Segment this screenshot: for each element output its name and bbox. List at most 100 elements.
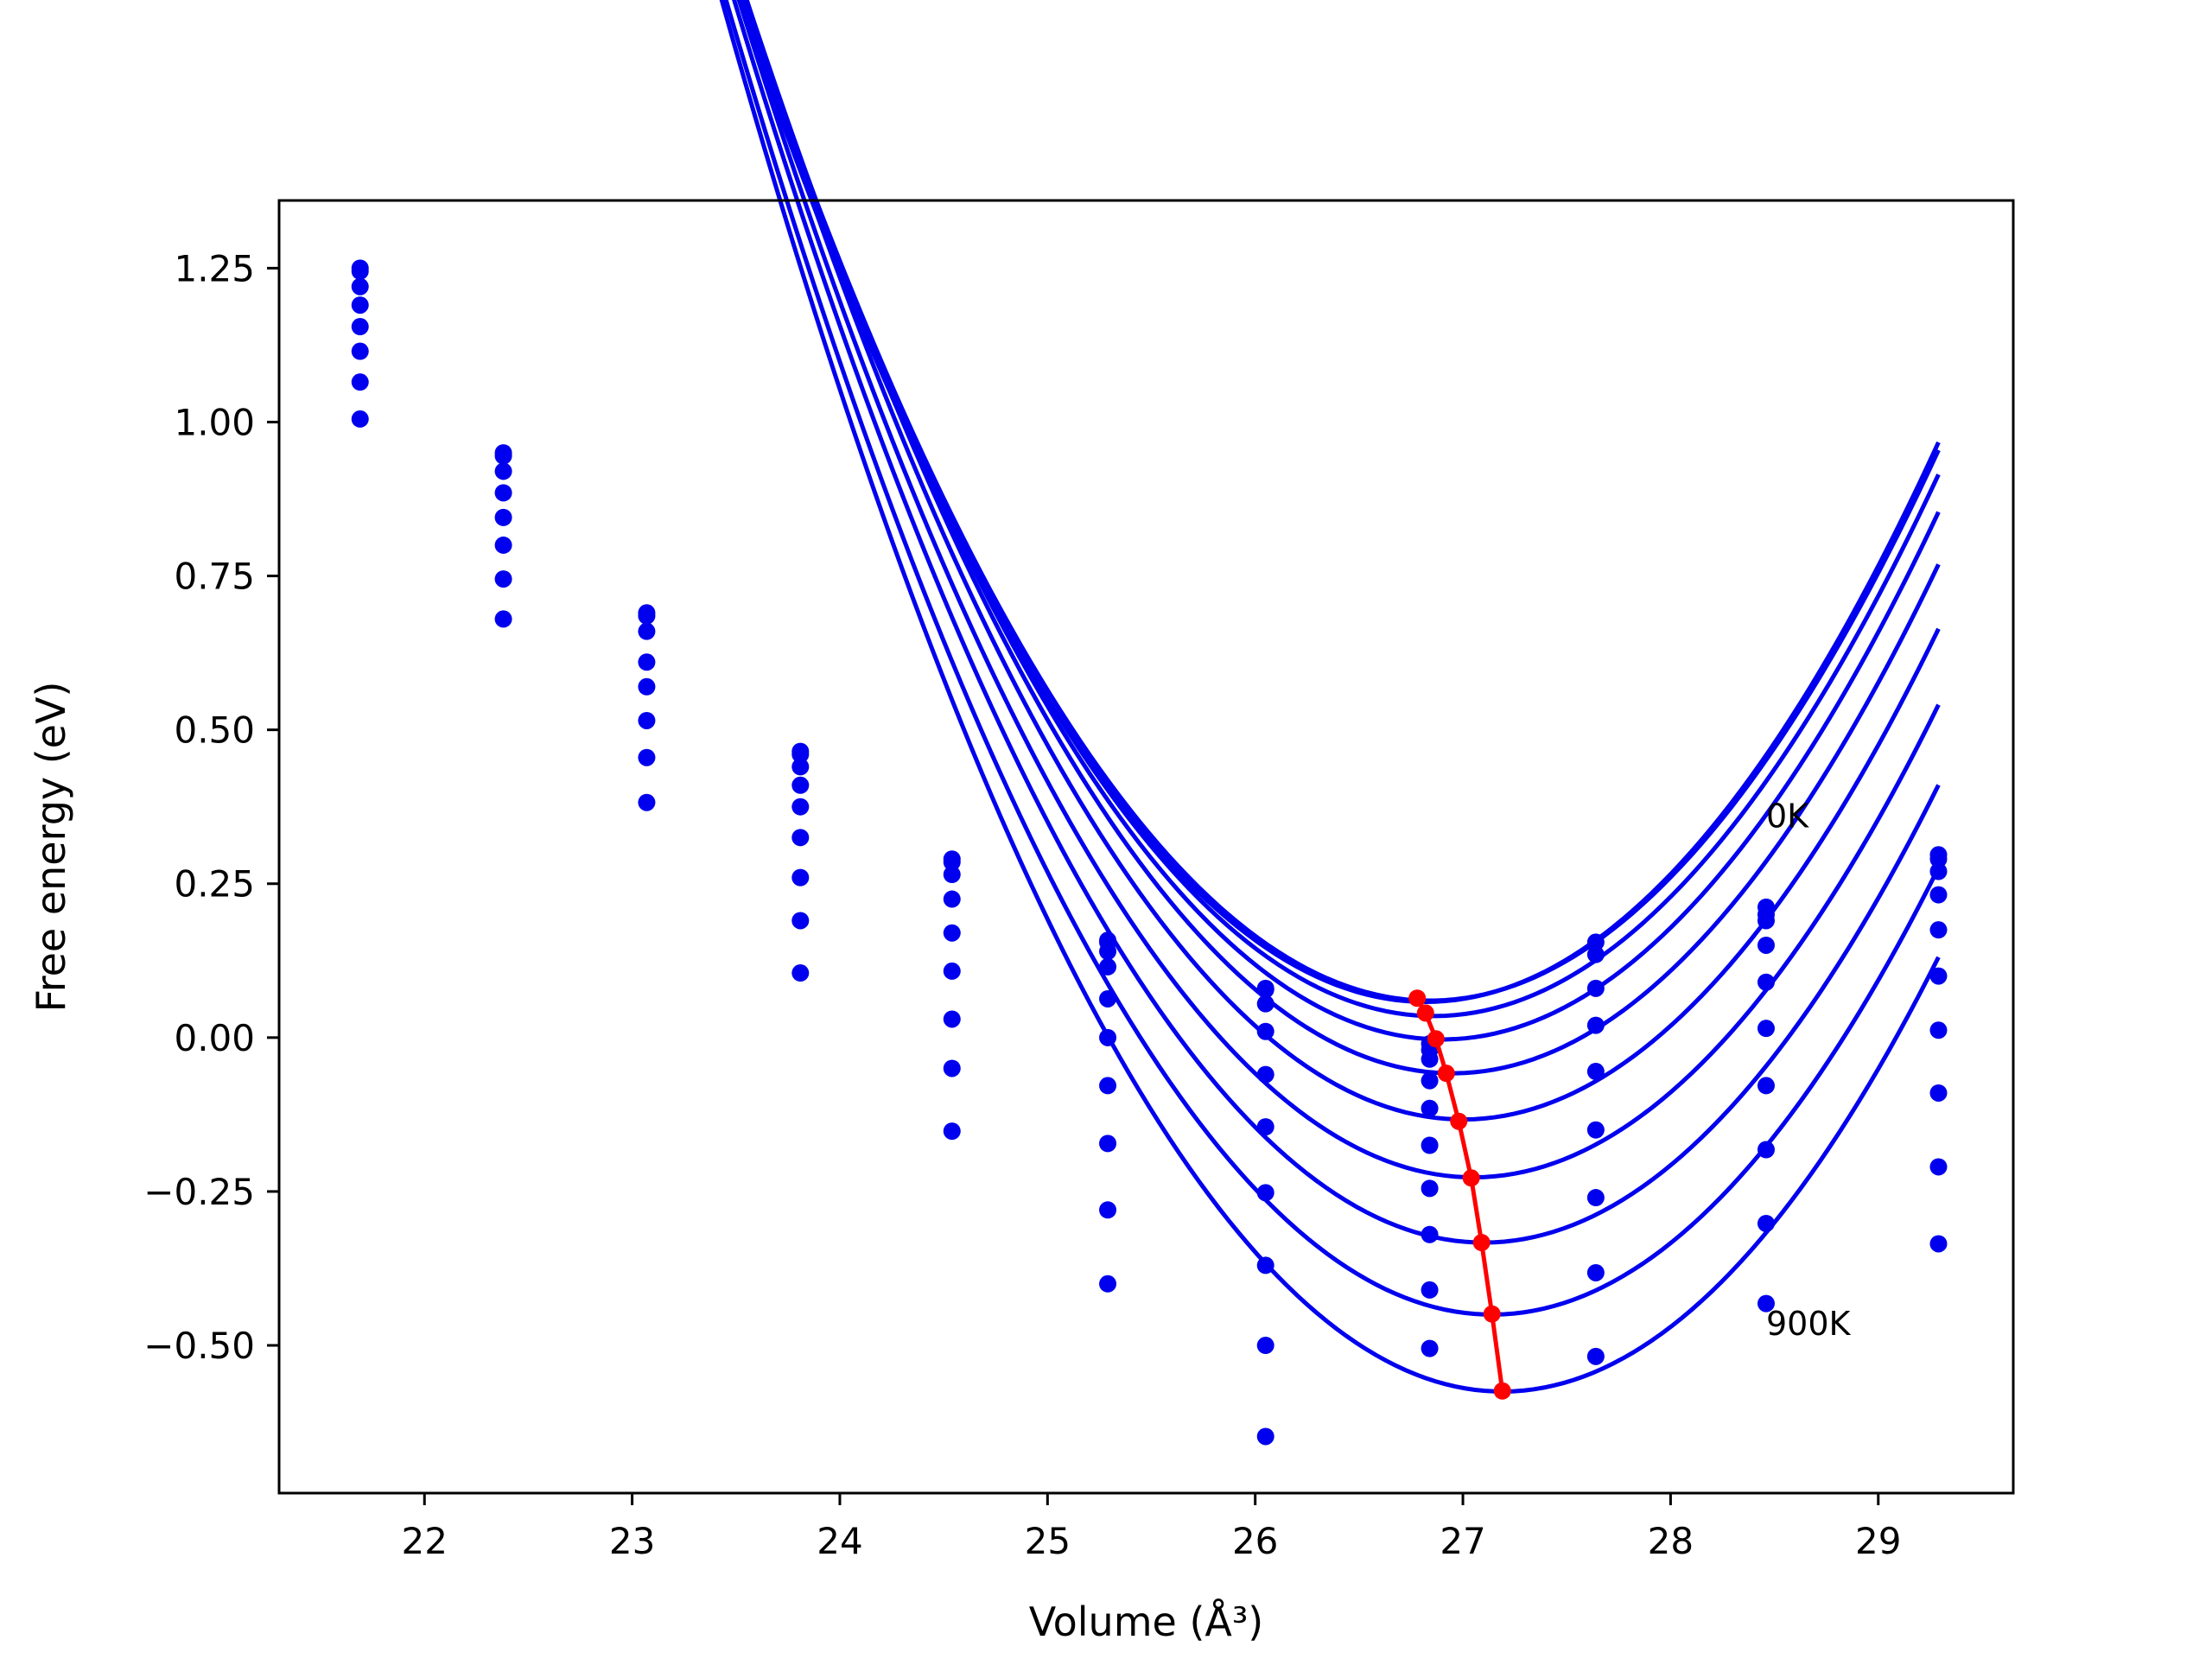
x-tick-label: 23 bbox=[609, 1520, 655, 1562]
data-point-300K bbox=[351, 296, 369, 315]
fit-curve-900K bbox=[719, 0, 1941, 1394]
x-tick-label: 26 bbox=[1232, 1520, 1278, 1562]
data-point-300K bbox=[791, 776, 810, 794]
data-point-700K bbox=[791, 912, 810, 930]
data-point-900K bbox=[1929, 1235, 1948, 1253]
data-point-400K bbox=[638, 677, 656, 696]
data-point-200K bbox=[351, 277, 369, 296]
data-point-200K bbox=[1757, 912, 1775, 930]
data-point-800K bbox=[1757, 1214, 1775, 1232]
y-tick-label: 0.00 bbox=[174, 1017, 255, 1059]
x-tick-label: 27 bbox=[1440, 1520, 1485, 1562]
equilibrium-point bbox=[1427, 1030, 1445, 1048]
data-point-100K bbox=[494, 447, 512, 465]
data-point-200K bbox=[1929, 862, 1948, 880]
data-point-700K bbox=[638, 793, 656, 811]
data-point-700K bbox=[1099, 1135, 1117, 1153]
equilibrium-point bbox=[1483, 1305, 1501, 1323]
data-point-400K bbox=[1421, 1099, 1439, 1117]
data-point-700K bbox=[1757, 1141, 1775, 1159]
data-point-600K bbox=[1256, 1184, 1274, 1202]
data-point-300K bbox=[1757, 936, 1775, 954]
fit-curve-500K bbox=[742, 0, 1941, 1122]
data-point-500K bbox=[943, 962, 961, 980]
data-point-900K bbox=[1256, 1427, 1274, 1446]
data-point-500K bbox=[1099, 1028, 1117, 1046]
fit-curve-800K bbox=[723, 0, 1941, 1317]
x-tick-label: 25 bbox=[1025, 1520, 1071, 1562]
data-point-300K bbox=[494, 484, 512, 502]
data-point-600K bbox=[638, 748, 656, 766]
data-point-400K bbox=[943, 924, 961, 942]
equilibrium-point bbox=[1416, 1004, 1434, 1022]
data-point-100K bbox=[1929, 850, 1948, 868]
data-point-700K bbox=[1421, 1225, 1439, 1243]
x-tick-label: 24 bbox=[817, 1520, 862, 1562]
axes-frame bbox=[277, 199, 2015, 1495]
equilibrium-point bbox=[1450, 1112, 1468, 1130]
data-point-400K bbox=[1256, 1065, 1274, 1084]
data-point-800K bbox=[943, 1122, 961, 1141]
data-point-200K bbox=[1099, 943, 1117, 961]
data-point-100K bbox=[1586, 945, 1605, 963]
data-point-200K bbox=[638, 622, 656, 640]
data-point-600K bbox=[1757, 1077, 1775, 1095]
data-point-300K bbox=[1421, 1071, 1439, 1090]
data-point-700K bbox=[1586, 1263, 1605, 1281]
data-point-400K bbox=[1929, 921, 1948, 939]
data-point-400K bbox=[1757, 973, 1775, 991]
x-tick-label: 28 bbox=[1648, 1520, 1694, 1562]
data-point-800K bbox=[1586, 1347, 1605, 1365]
equilibrium-point bbox=[1462, 1169, 1480, 1187]
data-point-800K bbox=[1421, 1281, 1439, 1299]
data-point-100K bbox=[638, 607, 656, 625]
data-point-800K bbox=[1929, 1158, 1948, 1176]
data-point-200K bbox=[1421, 1050, 1439, 1068]
data-point-200K bbox=[1586, 979, 1605, 997]
data-point-200K bbox=[494, 462, 512, 480]
fit-curve-600K bbox=[736, 0, 1941, 1180]
plot-area: 0K 900K bbox=[351, 0, 1948, 1446]
data-point-200K bbox=[1256, 995, 1274, 1013]
data-point-200K bbox=[943, 866, 961, 884]
data-point-300K bbox=[1586, 1016, 1605, 1034]
data-point-800K bbox=[791, 964, 810, 982]
y-tick-label: −0.50 bbox=[143, 1325, 255, 1367]
data-point-700K bbox=[1256, 1256, 1274, 1274]
y-tick-label: 0.75 bbox=[174, 556, 255, 598]
data-point-400K bbox=[1099, 989, 1117, 1007]
data-point-100K bbox=[1256, 981, 1274, 999]
x-tick-label: 22 bbox=[402, 1520, 448, 1562]
x-axis-title: Volume (Å³) bbox=[1029, 1599, 1264, 1645]
fit-curve-300K bbox=[742, 0, 1941, 1042]
data-point-500K bbox=[1256, 1118, 1274, 1136]
y-axis-title: Free energy (eV) bbox=[28, 682, 74, 1013]
data-point-600K bbox=[494, 570, 512, 588]
data-point-300K bbox=[1929, 886, 1948, 904]
y-tick-label: 0.25 bbox=[174, 863, 255, 906]
data-point-500K bbox=[494, 536, 512, 554]
data-point-700K bbox=[494, 610, 512, 628]
equilibrium-point bbox=[1408, 989, 1427, 1007]
data-point-600K bbox=[351, 373, 369, 391]
equilibrium-point bbox=[1493, 1382, 1511, 1400]
data-point-200K bbox=[791, 758, 810, 776]
data-point-600K bbox=[1586, 1189, 1605, 1207]
fit-curve-400K bbox=[744, 0, 1941, 1076]
data-point-700K bbox=[1929, 1084, 1948, 1102]
data-point-100K bbox=[943, 853, 961, 871]
data-point-900K bbox=[1757, 1294, 1775, 1313]
fit-curve-200K bbox=[740, 0, 1941, 1019]
fit-curve-100K bbox=[736, 0, 1941, 1005]
x-tick-label: 29 bbox=[1855, 1520, 1901, 1562]
data-point-300K bbox=[943, 890, 961, 908]
fit-curve-700K bbox=[732, 0, 1941, 1245]
data-point-300K bbox=[1256, 1022, 1274, 1040]
equilibrium-point bbox=[1437, 1065, 1455, 1083]
data-point-500K bbox=[1757, 1020, 1775, 1038]
data-point-400K bbox=[494, 508, 512, 526]
data-point-500K bbox=[1929, 967, 1948, 985]
y-tick-label: 0.50 bbox=[174, 709, 255, 752]
